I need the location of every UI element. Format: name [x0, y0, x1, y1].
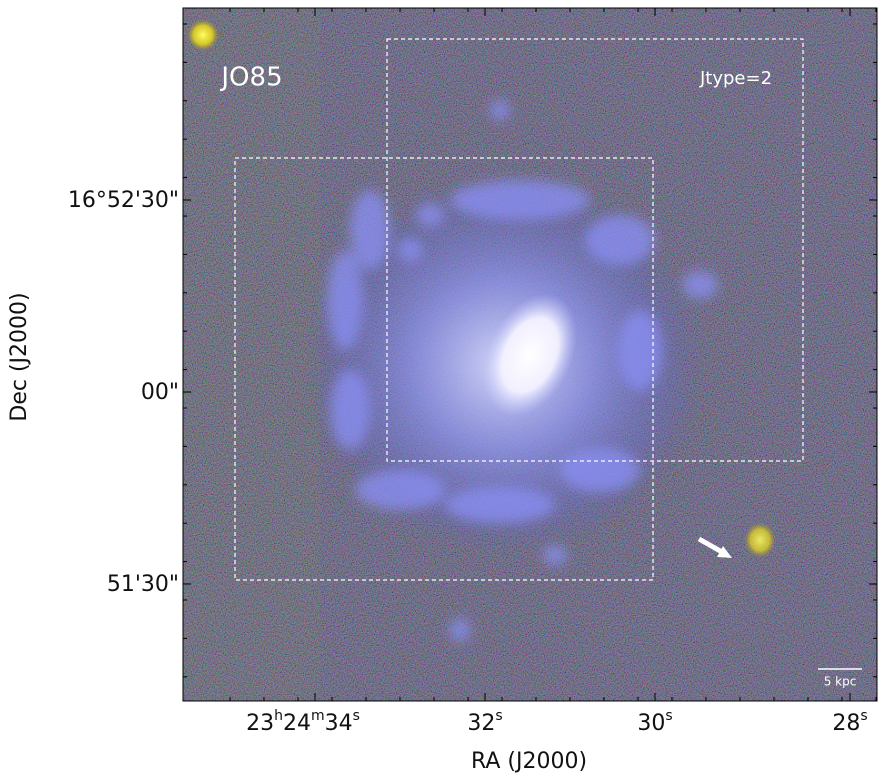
unit-superscript: s: [665, 708, 672, 724]
unit-superscript: m: [311, 708, 325, 724]
x-tick-value: 32: [467, 711, 495, 736]
x-tick-value: 28: [832, 711, 860, 736]
y-tick-label: 16°52'30": [68, 188, 179, 213]
x-tick-value: 34: [325, 711, 353, 736]
tick-marks: [183, 8, 877, 701]
x-tick-label: 30s: [637, 708, 672, 736]
x-tick-label: 23h24m34s: [246, 708, 360, 736]
x-tick-label: 32s: [467, 708, 502, 736]
scale-bar-label: 5 kpc: [824, 675, 857, 689]
unit-superscript: s: [495, 708, 502, 724]
arrow: [697, 536, 724, 555]
x-axis-label: RA (J2000): [471, 749, 587, 774]
jtype-label: Jtype=2: [699, 68, 772, 89]
y-tick-label: 51'30": [107, 572, 179, 597]
x-tick-value: 23: [246, 711, 274, 736]
unit-superscript: h: [274, 708, 283, 724]
x-tick-value: 30: [637, 711, 665, 736]
x-tick-label: 28s: [832, 708, 867, 736]
galaxy-name: JO85: [219, 63, 282, 93]
sky-image: [183, 8, 877, 701]
y-tick-label: 00": [141, 380, 179, 405]
arrow-head: [717, 546, 732, 558]
y-axis-label: Dec (J2000): [7, 292, 32, 421]
pointing-boxes: [234, 38, 804, 581]
unit-superscript: s: [860, 708, 867, 724]
x-tick-value: 24: [283, 711, 311, 736]
unit-superscript: s: [353, 708, 360, 724]
frame: [182, 7, 878, 702]
